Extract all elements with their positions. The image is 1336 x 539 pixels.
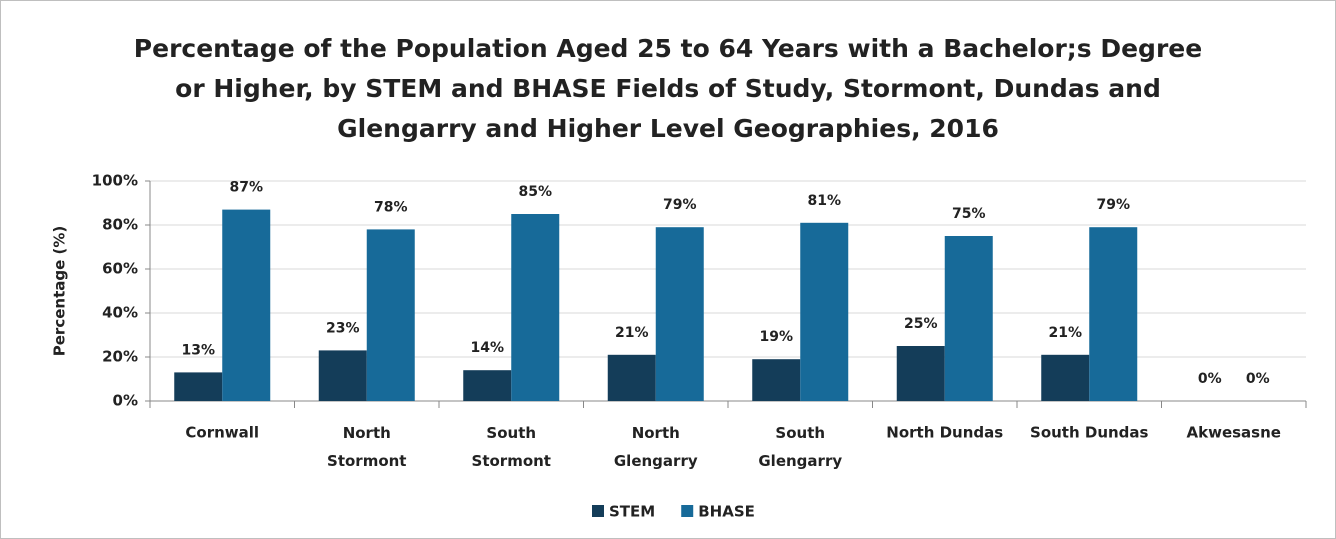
x-tick-label: Akwesasne [1187, 424, 1281, 442]
bar [800, 222, 849, 401]
bar [1089, 227, 1138, 401]
value-label: 75% [952, 206, 986, 222]
value-label: 0% [1198, 371, 1222, 387]
y-tick-label: 40% [102, 304, 138, 322]
value-label: 13% [181, 342, 215, 358]
value-label: 19% [759, 329, 793, 345]
value-label: 79% [1096, 197, 1130, 213]
bar [655, 227, 704, 401]
value-label: 23% [326, 320, 360, 336]
legend-label: STEM [609, 503, 655, 521]
x-tick-label: Cornwall [185, 424, 259, 442]
x-tick-label: South Stormont [472, 424, 551, 470]
bar [222, 209, 271, 401]
bar [896, 346, 945, 401]
x-tick-label: South Glengarry [758, 424, 842, 470]
bar [607, 354, 656, 401]
value-label: 25% [904, 316, 938, 332]
bar [944, 236, 993, 401]
y-axis-label: Percentage (%) [51, 226, 69, 356]
y-tick-label: 60% [102, 260, 138, 278]
legend-swatch [681, 505, 694, 517]
value-label: 0% [1246, 371, 1270, 387]
y-tick-label: 0% [113, 392, 138, 410]
bar [752, 359, 801, 401]
bar [318, 350, 367, 401]
x-tick-label: South Dundas [1030, 424, 1149, 442]
value-label: 21% [615, 325, 649, 341]
value-label: 21% [1048, 325, 1082, 341]
value-label: 85% [518, 184, 552, 200]
chart-title: Percentage of the Population Aged 25 to … [134, 34, 1202, 143]
bar [463, 370, 512, 401]
value-label: 87% [229, 180, 263, 196]
value-label: 81% [807, 193, 841, 209]
y-tick-label: 20% [102, 348, 138, 366]
legend-swatch [592, 505, 604, 517]
bar [511, 214, 560, 401]
value-label: 14% [470, 340, 504, 356]
y-tick-label: 80% [102, 216, 138, 234]
value-label: 78% [374, 199, 408, 215]
legend-label: BHASE [698, 503, 755, 521]
bar [366, 229, 415, 401]
x-tick-label: North Dundas [886, 424, 1003, 442]
y-tick-label: 100% [92, 172, 138, 190]
x-tick-label: North Glengarry [614, 424, 698, 470]
bar [174, 372, 223, 401]
x-tick-label: North Stormont [327, 424, 406, 470]
bar [1041, 354, 1090, 401]
value-label: 79% [663, 197, 697, 213]
